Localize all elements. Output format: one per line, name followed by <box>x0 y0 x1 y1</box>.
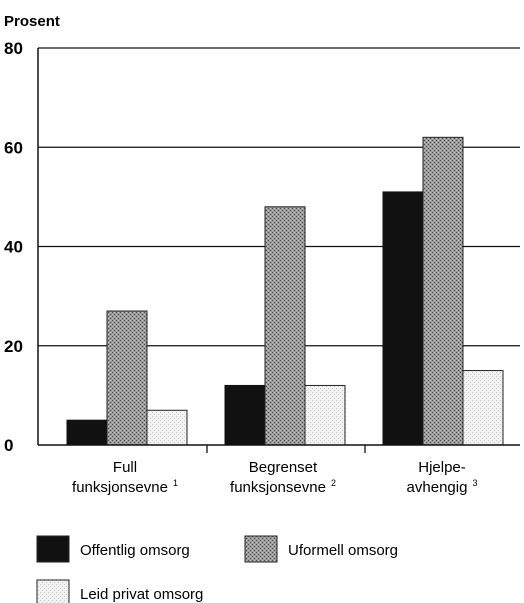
bar-3-1 <box>146 409 188 446</box>
y-tick-label-20: 20 <box>4 337 23 356</box>
y-tick-label-40: 40 <box>4 238 23 257</box>
bar-1-1 <box>66 419 108 446</box>
y-tick-label-80: 80 <box>4 39 23 58</box>
y-tick-label-0: 0 <box>4 436 13 455</box>
bar-3-3 <box>462 370 504 446</box>
y-tick-label-60: 60 <box>4 138 23 157</box>
bar-2-2 <box>264 206 306 446</box>
bar-1-3 <box>382 191 424 446</box>
bar-2-1 <box>106 310 148 446</box>
legend-label-2: Uformell omsorg <box>288 542 398 559</box>
bars <box>66 136 504 446</box>
bar-1-2 <box>224 384 266 446</box>
legend-label-3: Leid privat omsorg <box>80 586 203 603</box>
bar-3-2 <box>304 384 346 446</box>
legend-swatch-3 <box>36 579 70 603</box>
y-axis-label: Prosent <box>4 13 60 30</box>
category-label-3: Hjelpe-avhengig 3 <box>407 459 478 496</box>
axes <box>37 48 520 453</box>
legend-label-1: Offentlig omsorg <box>80 542 190 559</box>
category-label-2: Begrenset funksjonsevne 2 <box>230 459 336 496</box>
legend: Offentlig omsorg Uformell omsorg Leid priv… <box>36 535 398 603</box>
y-tick-labels: 0 20 40 60 80 <box>4 39 23 455</box>
bar-2-3 <box>422 136 464 446</box>
legend-swatch-1 <box>36 535 70 563</box>
legend-swatch-2 <box>244 535 278 563</box>
x-category-labels: Full funksjonsevne 1 Begrenset funksjonsevne… <box>72 459 477 496</box>
category-label-1: Full funksjonsevne 1 <box>72 459 178 496</box>
